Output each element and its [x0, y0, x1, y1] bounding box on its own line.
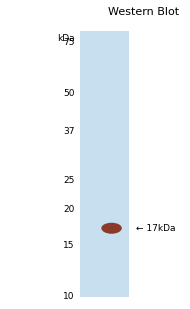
Text: 50: 50 [63, 89, 74, 98]
Text: 15: 15 [63, 241, 74, 250]
Text: 20: 20 [63, 205, 74, 214]
Bar [80, 31, 128, 297]
Text: kDa: kDa [57, 34, 74, 43]
Text: 75: 75 [63, 38, 74, 47]
Text: ← 17kDa: ← 17kDa [136, 224, 175, 233]
Ellipse shape [101, 223, 122, 234]
Text: 10: 10 [63, 292, 74, 301]
Text: Western Blot: Western Blot [108, 6, 179, 17]
Text: 37: 37 [63, 127, 74, 136]
Text: 25: 25 [63, 176, 74, 185]
